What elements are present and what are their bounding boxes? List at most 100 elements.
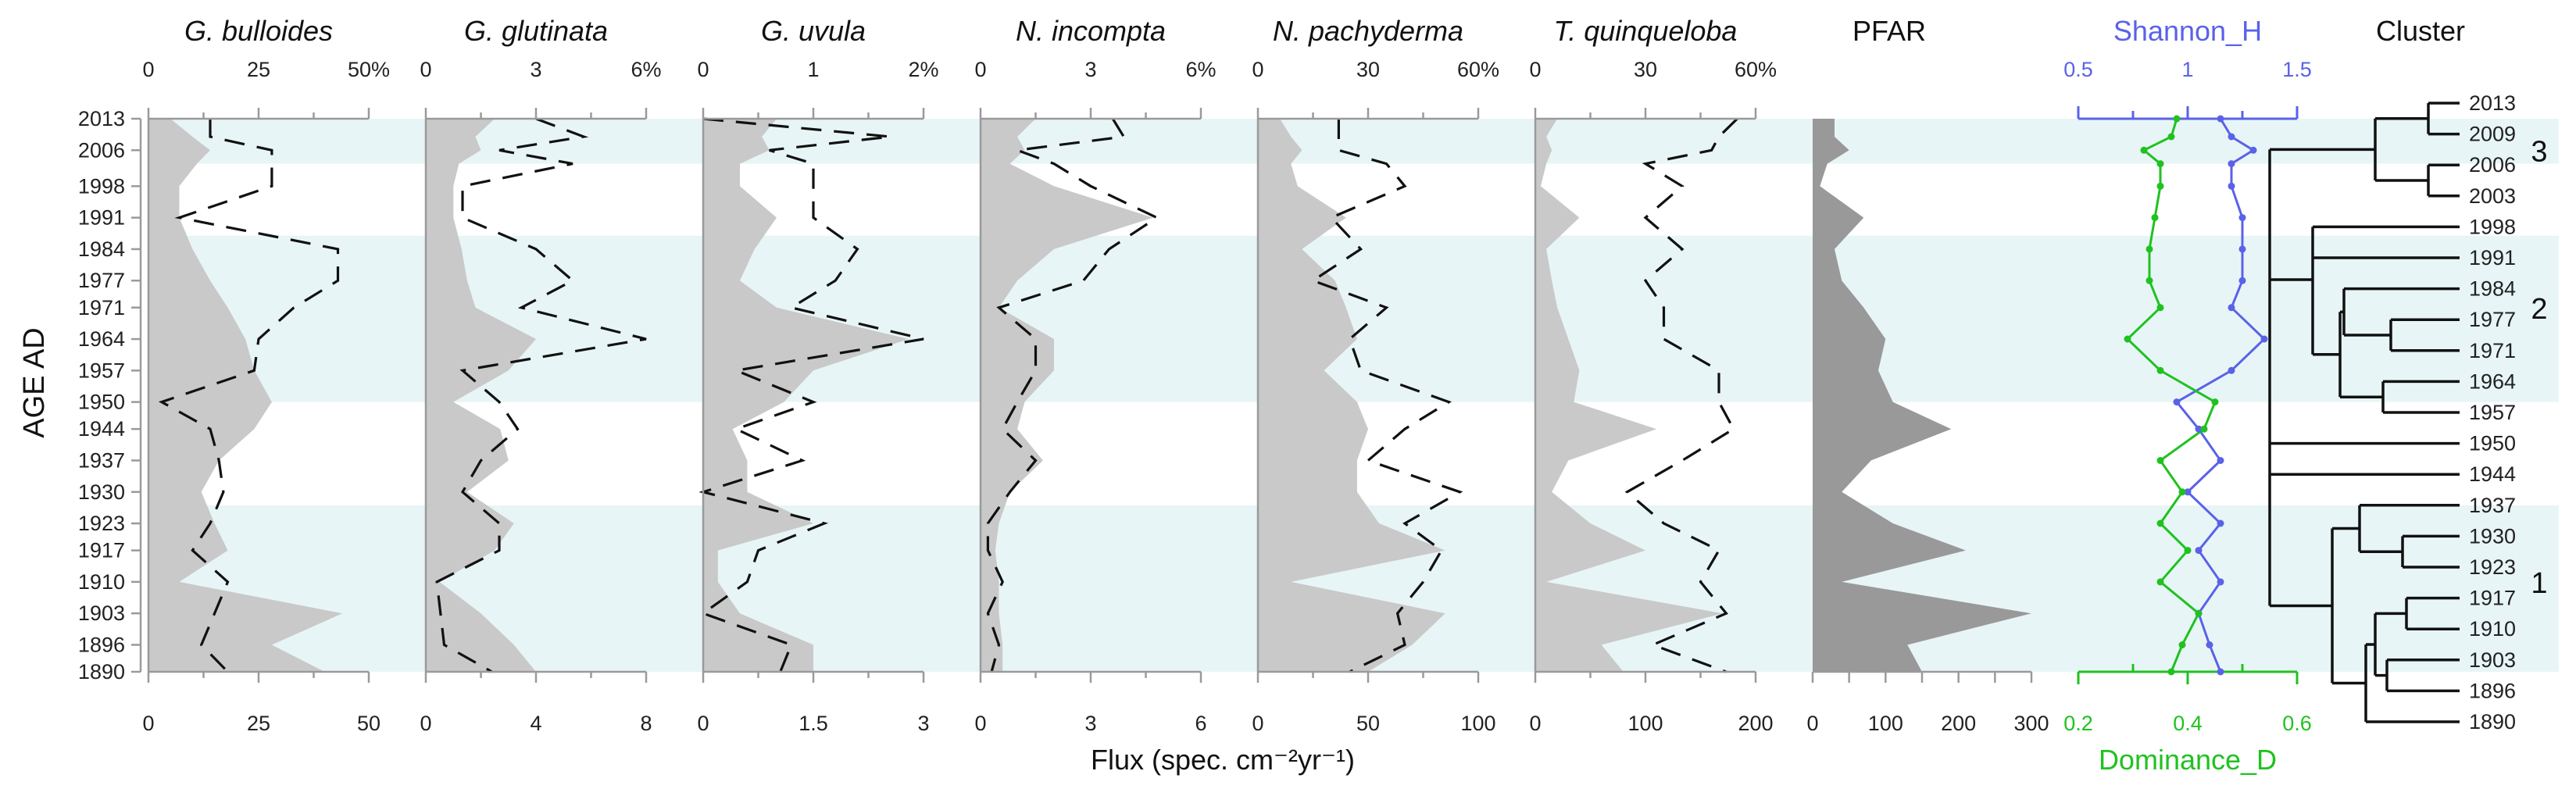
zone-band-2 (148, 235, 2559, 402)
dominance-point-0 (2173, 115, 2181, 123)
dominance-point-9 (2124, 335, 2131, 343)
cluster-title: Cluster (2376, 15, 2465, 47)
pfar-tick-label-6: 300 (2013, 712, 2049, 735)
flux-area-1 (426, 119, 536, 672)
dominance-point-6 (2145, 245, 2153, 253)
cluster-group-label-1: 2 (2531, 293, 2547, 326)
pfar-tick-label-0: 0 (1806, 712, 1818, 735)
shannon-point-2 (2249, 146, 2257, 154)
top-tick-label-1-0: 0 (420, 58, 431, 81)
panel-5: 0 30 60% 0 100 200 T. quinqueloba (1529, 15, 1777, 735)
bottom-tick-label-2-0: 0 (697, 712, 709, 735)
dominance-tick-label-2: 0.6 (2282, 712, 2312, 735)
leaf-label-16: 1917 (2469, 587, 2516, 610)
panel-3: 0 3 6% 0 3 6 N. incompta (974, 15, 1216, 735)
species-title-1: G. glutinata (464, 15, 608, 47)
bottom-tick-label-4-2: 100 (1460, 712, 1495, 735)
flux-area-5 (1535, 119, 1723, 672)
shannon-point-6 (2238, 245, 2246, 253)
age-tick-label-0: 2013 (78, 107, 125, 130)
bottom-tick-label-0-1: 25 (247, 712, 270, 735)
percent-line-3 (986, 118, 1159, 673)
bottom-tick-label-2-2: 3 (917, 712, 929, 735)
cluster-group-label-0: 3 (2531, 135, 2547, 168)
shannon-point-1 (2228, 133, 2235, 141)
age-tick-label-2: 1998 (78, 174, 125, 198)
top-tick-label-4-0: 0 (1252, 58, 1263, 81)
leaf-label-3: 2003 (2469, 184, 2516, 208)
top-tick-label-0-1: 25 (247, 58, 270, 81)
species-title-3: N. incompta (1016, 15, 1166, 47)
shannon-point-15 (2217, 519, 2224, 527)
leaf-label-0: 2013 (2469, 91, 2516, 115)
leaf-label-17: 1910 (2469, 617, 2516, 641)
species-title-4: N. pachyderma (1273, 15, 1463, 47)
leaf-label-5: 1991 (2469, 246, 2516, 269)
shannon-point-19 (2206, 641, 2213, 648)
shannon-tick-label-2: 1.5 (2282, 58, 2312, 81)
leaf-label-11: 1950 (2469, 432, 2516, 455)
age-tick-label-15: 1910 (78, 570, 125, 594)
shannon-point-9 (2260, 335, 2268, 343)
shannon-point-11 (2173, 398, 2181, 406)
age-tick-label-9: 1950 (78, 391, 125, 414)
leaf-label-12: 1944 (2469, 462, 2516, 486)
y-axis-label: AGE AD (18, 327, 51, 438)
species-title-2: G. uvula (761, 15, 866, 47)
shannon-point-7 (2238, 277, 2246, 284)
top-tick-label-0-2: 50% (348, 58, 390, 81)
leaf-label-8: 1971 (2469, 339, 2516, 362)
age-tick-label-16: 1903 (78, 601, 125, 625)
dominance-point-5 (2151, 214, 2159, 222)
dominance-point-11 (2211, 398, 2219, 406)
dominance-point-1 (2167, 133, 2175, 141)
age-tick-label-5: 1977 (78, 269, 125, 292)
leaf-label-2: 2006 (2469, 153, 2516, 177)
age-tick-label-7: 1964 (78, 327, 125, 351)
dominance-point-20 (2167, 668, 2175, 676)
bottom-tick-label-3-2: 6 (1195, 712, 1206, 735)
shannon-point-12 (2195, 425, 2203, 433)
bottom-tick-label-5-2: 200 (1738, 712, 1773, 735)
top-tick-label-5-1: 30 (1634, 58, 1657, 81)
age-tick-label-17: 1896 (78, 633, 125, 656)
dominance-point-16 (2184, 547, 2192, 555)
top-tick-label-2-0: 0 (697, 58, 709, 81)
age-tick-label-6: 1971 (78, 296, 125, 319)
percent-line-0 (158, 119, 340, 673)
age-tick-label-12: 1930 (78, 480, 125, 504)
age-tick-label-18: 1890 (78, 660, 125, 684)
shannon-point-10 (2228, 366, 2235, 374)
pfar-title: PFAR (1853, 15, 1926, 47)
bottom-tick-label-3-0: 0 (974, 712, 986, 735)
dominance-point-4 (2156, 182, 2164, 190)
bottom-tick-label-1-0: 0 (420, 712, 431, 735)
shannon-point-3 (2228, 160, 2235, 168)
panel-0: 0 25 50% 0 25 50 G. bulloides (142, 15, 390, 735)
dominance-tick-label-1: 0.4 (2173, 712, 2203, 735)
dominance-point-3 (2156, 160, 2164, 168)
dominance-point-17 (2156, 578, 2164, 586)
shannon-tick-label-0: 0.5 (2063, 58, 2093, 81)
leaf-label-19: 1896 (2469, 679, 2516, 702)
dominance-point-12 (2200, 425, 2208, 433)
pfar-area (1813, 119, 2031, 672)
flux-area-4 (1258, 119, 1445, 672)
species-title-5: T. quinqueloba (1554, 15, 1738, 47)
bottom-tick-label-1-2: 8 (640, 712, 652, 735)
leaf-label-13: 1937 (2469, 494, 2516, 517)
shannon-point-14 (2184, 488, 2192, 496)
shannon-title: Shannon_H (2113, 15, 2262, 47)
leaf-label-6: 1984 (2469, 277, 2516, 301)
top-tick-label-0-0: 0 (142, 58, 154, 81)
x-axis-label: Flux (spec. cm⁻²yr⁻¹) (1091, 744, 1355, 776)
dominance-point-2 (2140, 146, 2148, 154)
shannon-point-20 (2217, 668, 2224, 676)
top-tick-label-3-0: 0 (974, 58, 986, 81)
top-tick-label-3-2: 6% (1185, 58, 1216, 81)
leaf-label-15: 1923 (2469, 555, 2516, 579)
age-tick-label-1: 2006 (78, 138, 125, 162)
top-tick-label-5-0: 0 (1529, 58, 1541, 81)
